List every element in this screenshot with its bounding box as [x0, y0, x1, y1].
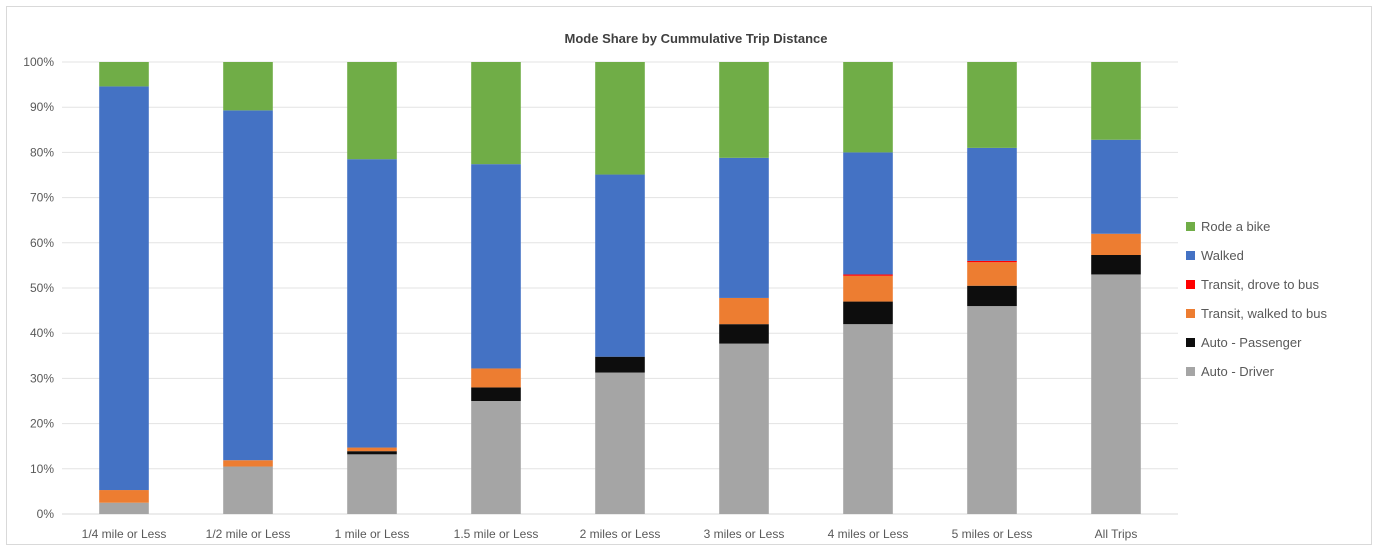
- bar-segment-auto-passenger: [471, 387, 521, 401]
- legend-swatch: [1186, 222, 1195, 231]
- x-tick-label: 3 miles or Less: [704, 527, 785, 541]
- bar-segment-auto-passenger: [347, 451, 397, 455]
- bar-segment-transit-walked-to-bus: [471, 368, 521, 388]
- x-tick-label: 1.5 mile or Less: [454, 527, 539, 541]
- bar-segment-rode-a-bike: [843, 62, 893, 153]
- x-tick-label: 2 miles or Less: [580, 527, 661, 541]
- legend-label: Transit, drove to bus: [1201, 277, 1320, 292]
- bar-segment-rode-a-bike: [719, 62, 769, 158]
- bar-segment-rode-a-bike: [99, 62, 149, 87]
- x-tick-label: 1/2 mile or Less: [206, 527, 291, 541]
- legend-swatch: [1186, 251, 1195, 260]
- y-tick-label: 0%: [37, 507, 55, 521]
- y-tick-label: 30%: [30, 371, 54, 385]
- bar-segment-walked: [99, 86, 149, 491]
- bar-segment-rode-a-bike: [223, 62, 273, 111]
- legend-label: Transit, walked to bus: [1201, 306, 1327, 321]
- x-tick-label: All Trips: [1095, 527, 1138, 541]
- bar-segment-transit-walked-to-bus: [347, 447, 397, 452]
- x-tick-label: 1/4 mile or Less: [82, 527, 167, 541]
- bar-segment-transit-walked-to-bus: [967, 262, 1017, 286]
- legend-item: Transit, drove to bus: [1186, 277, 1320, 292]
- bar-segment-transit-walked-to-bus: [1091, 233, 1141, 256]
- bar-segment-auto-passenger: [967, 285, 1017, 307]
- bar-segment-auto-driver: [967, 306, 1017, 514]
- bar-segment-transit-drove-to-bus: [967, 260, 1017, 263]
- bar-segment-auto-passenger: [595, 356, 645, 373]
- bar-segment-rode-a-bike: [967, 62, 1017, 148]
- bar-segment-auto-driver: [471, 401, 521, 514]
- bar-segment-auto-passenger: [843, 301, 893, 325]
- y-tick-label: 40%: [30, 326, 54, 340]
- bar-segment-auto-driver: [1091, 274, 1141, 514]
- y-tick-label: 20%: [30, 417, 54, 431]
- bars: [99, 62, 1141, 514]
- legend-label: Auto - Driver: [1201, 364, 1275, 379]
- bar-segment-rode-a-bike: [471, 62, 521, 165]
- x-axis: 1/4 mile or Less 1/2 mile or Less 1 mile o…: [82, 527, 1138, 541]
- x-tick-label: 5 miles or Less: [952, 527, 1033, 541]
- bar-segment-auto-passenger: [719, 324, 769, 344]
- bar-segment-auto-driver: [223, 466, 273, 514]
- bar-segment-walked: [843, 152, 893, 275]
- y-tick-label: 50%: [30, 281, 54, 295]
- bar-segment-transit-drove-to-bus: [843, 274, 893, 276]
- y-tick-label: 60%: [30, 236, 54, 250]
- bar-segment-auto-driver: [719, 343, 769, 514]
- legend-swatch: [1186, 367, 1195, 376]
- legend-item: Auto - Driver: [1186, 364, 1275, 379]
- legend-swatch: [1186, 280, 1195, 289]
- legend-item: Transit, walked to bus: [1186, 306, 1327, 321]
- legend-item: Walked: [1186, 248, 1244, 263]
- legend-swatch: [1186, 338, 1195, 347]
- bar-segment-walked: [471, 164, 521, 369]
- legend-item: Rode a bike: [1186, 219, 1270, 234]
- y-tick-label: 100%: [23, 55, 54, 69]
- y-tick-label: 90%: [30, 100, 54, 114]
- legend-swatch: [1186, 309, 1195, 318]
- bar-segment-walked: [347, 159, 397, 448]
- bar-segment-transit-walked-to-bus: [843, 275, 893, 302]
- legend-label: Rode a bike: [1201, 219, 1270, 234]
- y-tick-label: 80%: [30, 145, 54, 159]
- x-tick-label: 1 mile or Less: [335, 527, 410, 541]
- bar-segment-rode-a-bike: [1091, 62, 1141, 140]
- bar-segment-auto-driver: [595, 372, 645, 514]
- bar-segment-walked: [719, 157, 769, 298]
- legend-label: Walked: [1201, 248, 1244, 263]
- bar-segment-transit-walked-to-bus: [99, 490, 149, 503]
- y-tick-label: 70%: [30, 191, 54, 205]
- x-tick-label: 4 miles or Less: [828, 527, 909, 541]
- bar-segment-auto-driver: [347, 454, 397, 514]
- bar-segment-auto-passenger: [1091, 255, 1141, 275]
- bar-segment-transit-walked-to-bus: [223, 460, 273, 467]
- legend-item: Auto - Passenger: [1186, 335, 1302, 350]
- chart-title: Mode Share by Cummulative Trip Distance: [565, 31, 828, 46]
- bar-segment-transit-walked-to-bus: [719, 297, 769, 325]
- bar-segment-walked: [1091, 139, 1141, 234]
- bar-segment-auto-driver: [843, 324, 893, 514]
- bar-segment-walked: [223, 110, 273, 461]
- bar-segment-rode-a-bike: [347, 62, 397, 160]
- y-tick-label: 10%: [30, 462, 54, 476]
- legend-label: Auto - Passenger: [1201, 335, 1302, 350]
- bar-segment-auto-driver: [99, 502, 149, 514]
- y-axis: 0% 10% 20% 30% 40% 50% 60% 70% 80% 90% 100%: [23, 55, 54, 521]
- bar-segment-walked: [967, 147, 1017, 261]
- legend: Rode a bike Walked Transit, drove to bus Tr…: [1186, 219, 1327, 379]
- bar-segment-rode-a-bike: [595, 62, 645, 175]
- bar-segment-walked: [595, 174, 645, 357]
